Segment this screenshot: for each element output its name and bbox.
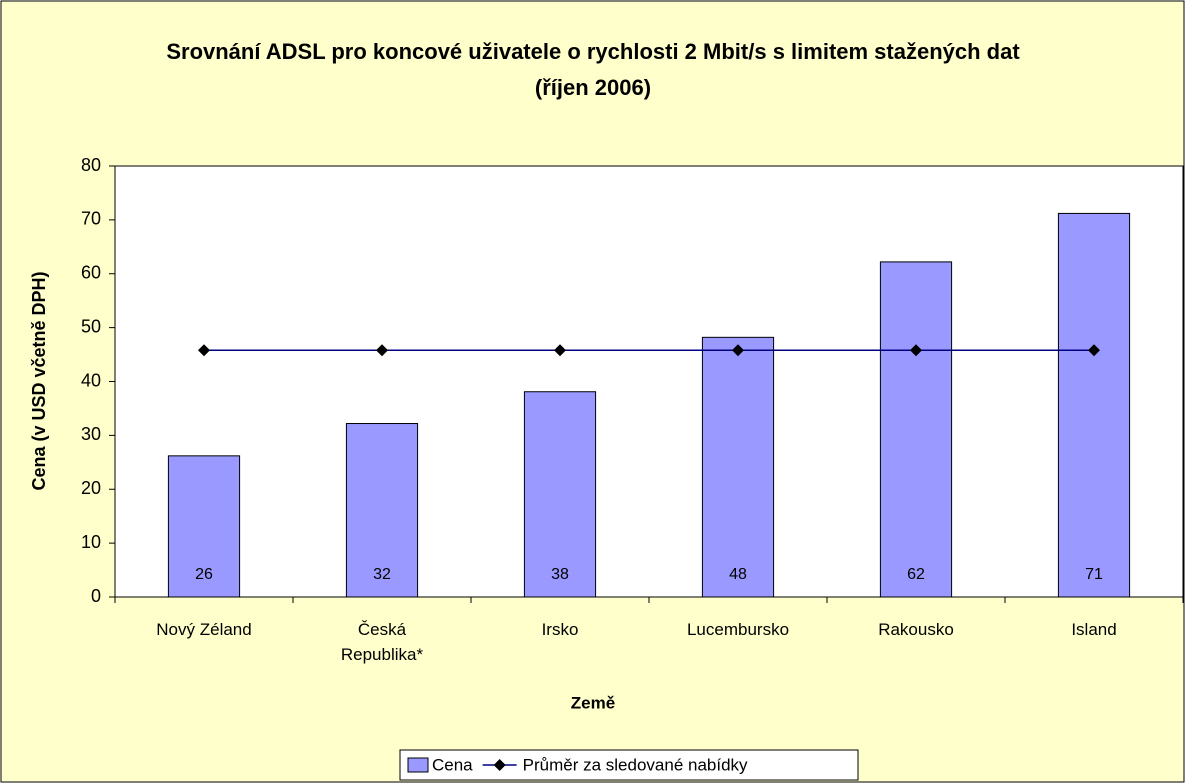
line-marker <box>376 344 388 357</box>
value-label: 38 <box>551 566 569 583</box>
y-tick-label: 20 <box>81 478 101 498</box>
y-tick-label: 30 <box>81 424 101 444</box>
value-label: 62 <box>907 566 925 583</box>
y-tick-label: 50 <box>81 316 101 336</box>
legend-label: Cena <box>432 755 473 774</box>
x-tick-label: Česká Republika* <box>340 620 424 664</box>
x-tick-label: Nový Zéland <box>156 620 252 639</box>
line-marker <box>1088 344 1100 357</box>
bar <box>701 336 775 598</box>
y-tick-label: 60 <box>81 263 101 283</box>
x-tick-label: Irsko <box>541 620 579 639</box>
bar <box>345 423 419 598</box>
bar <box>879 261 953 598</box>
x-tick-label: Lucembursko <box>686 620 790 639</box>
value-label: 26 <box>195 566 213 583</box>
line-marker <box>554 344 566 357</box>
bar <box>523 391 597 598</box>
x-tick-label: Rakousko <box>878 620 954 639</box>
value-label: 48 <box>729 566 747 583</box>
chart-title: Srovnání ADSL pro koncové uživatele o ry… <box>166 39 1020 100</box>
plot-area <box>114 165 1184 598</box>
line-marker <box>910 344 922 357</box>
legend-label: Průměr za sledované nabídky <box>523 755 748 774</box>
legend-swatch <box>407 757 429 773</box>
line-marker <box>732 344 744 357</box>
value-label: 32 <box>373 566 391 583</box>
bar <box>167 455 241 598</box>
y-axis-title: Cena (v USD včetně DPH) <box>29 271 49 490</box>
y-tick-label: 40 <box>81 370 101 390</box>
y-tick-label: 70 <box>81 209 101 229</box>
y-tick-label: 10 <box>81 532 101 552</box>
x-axis-title: Země <box>571 693 615 712</box>
line-marker <box>198 344 210 357</box>
legend-marker <box>493 759 506 771</box>
y-tick-label: 80 <box>81 155 101 175</box>
x-tick-label: Island <box>1071 620 1117 639</box>
y-tick-label: 0 <box>91 586 101 606</box>
bar <box>1057 212 1131 598</box>
legend <box>399 749 859 781</box>
value-label: 71 <box>1085 566 1103 583</box>
